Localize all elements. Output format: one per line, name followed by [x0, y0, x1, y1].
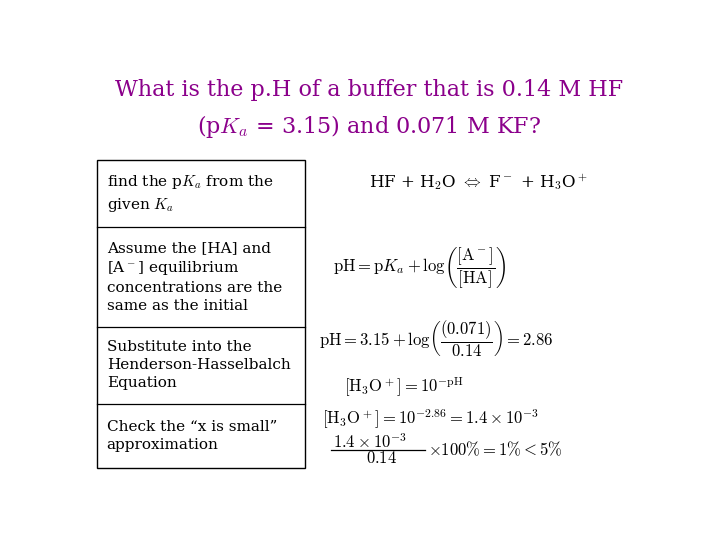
Text: (p$K_a$ = 3.15) and 0.071 M KF?: (p$K_a$ = 3.15) and 0.071 M KF? [197, 113, 541, 140]
Text: Check the “x is small”
approximation: Check the “x is small” approximation [107, 420, 277, 452]
Bar [96, 160, 305, 468]
Text: Assume the [HA] and
[A$^-$] equilibrium
concentrations are the
same as the initi: Assume the [HA] and [A$^-$] equilibrium … [107, 241, 282, 313]
Text: $[\mathrm{H_3O^+}] = 10^{-2.86} = 1.4\times10^{-3}$: $[\mathrm{H_3O^+}] = 10^{-2.86} = 1.4\ti… [322, 407, 539, 431]
Text: $\times100\% = 1\% < 5\%$: $\times100\% = 1\% < 5\%$ [428, 441, 562, 460]
Text: find the p$K_a$ from the
given $K_a$: find the p$K_a$ from the given $K_a$ [107, 173, 274, 214]
Text: $\mathrm{pH} = 3.15 + \log\!\left(\dfrac{(0.071)}{0.14}\right) = 2.86$: $\mathrm{pH} = 3.15 + \log\!\left(\dfrac… [319, 319, 554, 359]
Text: HF + H$_2$O $\Leftrightarrow$ F$^-$ + H$_3$O$^+$: HF + H$_2$O $\Leftrightarrow$ F$^-$ + H$… [369, 171, 588, 192]
Text: $\mathrm{pH} = \mathrm{p}K_a + \log\!\left(\dfrac{[\mathrm{A}^-]}{[\mathrm{HA}]}: $\mathrm{pH} = \mathrm{p}K_a + \log\!\le… [333, 246, 506, 291]
Text: What is the p.H of a buffer that is 0.14 M HF: What is the p.H of a buffer that is 0.14… [115, 79, 623, 102]
Text: $1.4\times10^{-3}$: $1.4\times10^{-3}$ [333, 433, 407, 452]
Text: $[\mathrm{H_3O^+}] = 10^{-\mathrm{pH}}$: $[\mathrm{H_3O^+}] = 10^{-\mathrm{pH}}$ [344, 375, 464, 399]
Text: Substitute into the
Henderson-Hasselbalch
Equation: Substitute into the Henderson-Hasselbalc… [107, 340, 290, 390]
Text: $0.14$: $0.14$ [366, 450, 397, 467]
